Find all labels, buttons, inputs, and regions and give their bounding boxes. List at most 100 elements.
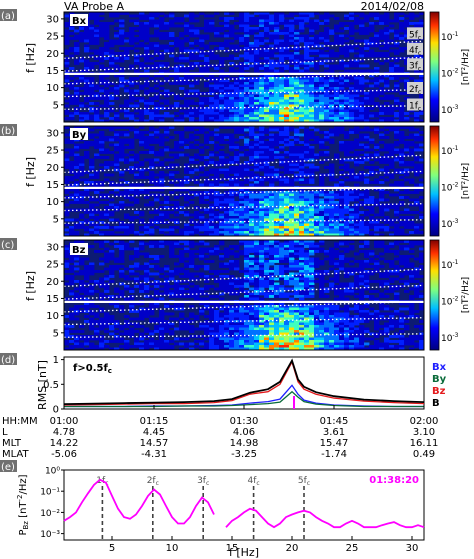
spectrogram-cell — [119, 173, 125, 177]
spectrogram-cell — [119, 84, 125, 88]
spectrogram-cell — [394, 181, 400, 184]
spectrogram-cell — [69, 277, 75, 281]
spectrogram-cell — [119, 57, 125, 60]
spectrogram-cell — [124, 12, 130, 15]
spectrogram-cell — [129, 191, 135, 194]
spectrogram-cell — [334, 231, 340, 234]
spectrogram-cell — [369, 216, 375, 219]
spectrogram-cell — [159, 148, 165, 152]
spectrogram-cell — [374, 119, 380, 123]
spectrogram-cell — [219, 161, 225, 164]
spectrogram-cell — [409, 143, 415, 147]
spectrogram-cell — [229, 216, 235, 219]
spectrogram-cell — [144, 92, 150, 95]
spectrogram-cell — [369, 94, 375, 98]
spectrogram-cell — [109, 102, 115, 105]
spectrogram-cell — [324, 226, 330, 229]
spectrogram-cell — [324, 102, 330, 105]
spectrogram-cell — [349, 114, 355, 118]
spectrogram-cell — [414, 69, 420, 73]
spectrogram-cell — [139, 22, 145, 25]
spectrogram-cell — [309, 191, 315, 194]
spectrogram-cell — [159, 213, 165, 217]
spectrogram-cell — [224, 42, 230, 45]
spectrogram-cell — [154, 245, 160, 248]
spectrogram-cell — [94, 332, 100, 336]
spectrogram-cell — [199, 126, 205, 129]
spectrogram-cell — [89, 312, 95, 316]
spectrogram-cell — [164, 133, 170, 137]
spectrogram-cell — [404, 141, 410, 144]
spectrogram-cell — [369, 223, 375, 227]
spectrogram-cell — [79, 196, 85, 199]
spectrogram-cell — [99, 250, 105, 253]
spectrogram-cell — [224, 22, 230, 25]
spectrogram-cell — [139, 282, 145, 286]
spectrogram-cell — [349, 233, 355, 237]
spectrogram-cell — [99, 126, 105, 129]
spectrogram-cell — [179, 39, 185, 43]
spectrogram-cell — [159, 161, 165, 164]
spectrogram-cell — [344, 109, 350, 113]
spectrogram-cell — [199, 168, 205, 172]
spectrogram-cell — [199, 310, 205, 313]
spectrogram-cell — [119, 119, 125, 123]
spectrogram-cell — [214, 226, 220, 229]
spectrogram-cell — [369, 168, 375, 172]
spectrogram-cell — [374, 54, 380, 58]
spectrogram-cell — [399, 156, 405, 159]
spectrogram-cell — [209, 221, 215, 224]
spectrogram-cell — [244, 52, 250, 55]
spectrogram-cell — [129, 257, 135, 261]
spectrogram-cell — [404, 22, 410, 25]
spectrogram-cell — [339, 49, 345, 53]
spectrogram-cell — [299, 168, 305, 172]
spectrogram-cell — [219, 94, 225, 98]
spectrogram-cell — [69, 201, 75, 204]
spectrogram-cell — [384, 14, 390, 18]
spectrogram-cell — [209, 79, 215, 83]
spectrogram-cell — [349, 87, 355, 90]
spectrogram-cell — [319, 193, 325, 197]
spectrogram-cell — [304, 47, 310, 50]
spectrogram-cell — [374, 37, 380, 40]
spectrogram-cell — [164, 44, 170, 48]
spectrogram-cell — [134, 59, 140, 63]
harmonic-line — [63, 170, 425, 186]
spectrogram-cell — [284, 196, 290, 199]
spectrogram-cell — [219, 114, 225, 118]
spectrogram-cell — [209, 151, 215, 154]
spectrogram-cell — [309, 99, 315, 103]
spectrogram-cell — [74, 233, 80, 237]
spectrogram-cell — [364, 153, 370, 157]
harmonic-line — [63, 56, 425, 72]
spectrogram-cell — [309, 231, 315, 234]
spectrogram-cell — [99, 277, 105, 281]
spectrogram-cell — [324, 146, 330, 149]
spectrogram-cell — [319, 112, 325, 115]
spectrogram-cell — [324, 196, 330, 199]
spectrogram-cell — [154, 292, 160, 296]
spectrogram-cell — [284, 208, 290, 212]
spectrogram-cell — [329, 163, 335, 167]
spectrogram-cell — [359, 69, 365, 73]
spectrogram-cell — [119, 252, 125, 256]
spectrogram-cell — [239, 166, 245, 169]
spectrogram-cell — [314, 82, 320, 85]
spectrogram-cell — [114, 156, 120, 159]
spectrogram-cell — [64, 223, 70, 227]
spectrogram-cell — [239, 183, 245, 187]
spectrogram-cell — [254, 34, 260, 38]
spectrogram-cell — [189, 89, 195, 93]
spectrogram-cell — [354, 128, 360, 132]
spectrogram-cell — [134, 345, 140, 348]
spectrogram-cell — [169, 218, 175, 222]
spectrogram-cell — [64, 156, 70, 159]
spectrogram-cell — [409, 133, 415, 137]
spectrogram-cell — [299, 231, 305, 234]
spectrogram-cell — [124, 146, 130, 149]
spectrogram-cell — [89, 267, 95, 271]
spectrogram-cell — [269, 49, 275, 53]
spectrogram-cell — [399, 231, 405, 234]
spectrogram-cell — [84, 228, 90, 232]
